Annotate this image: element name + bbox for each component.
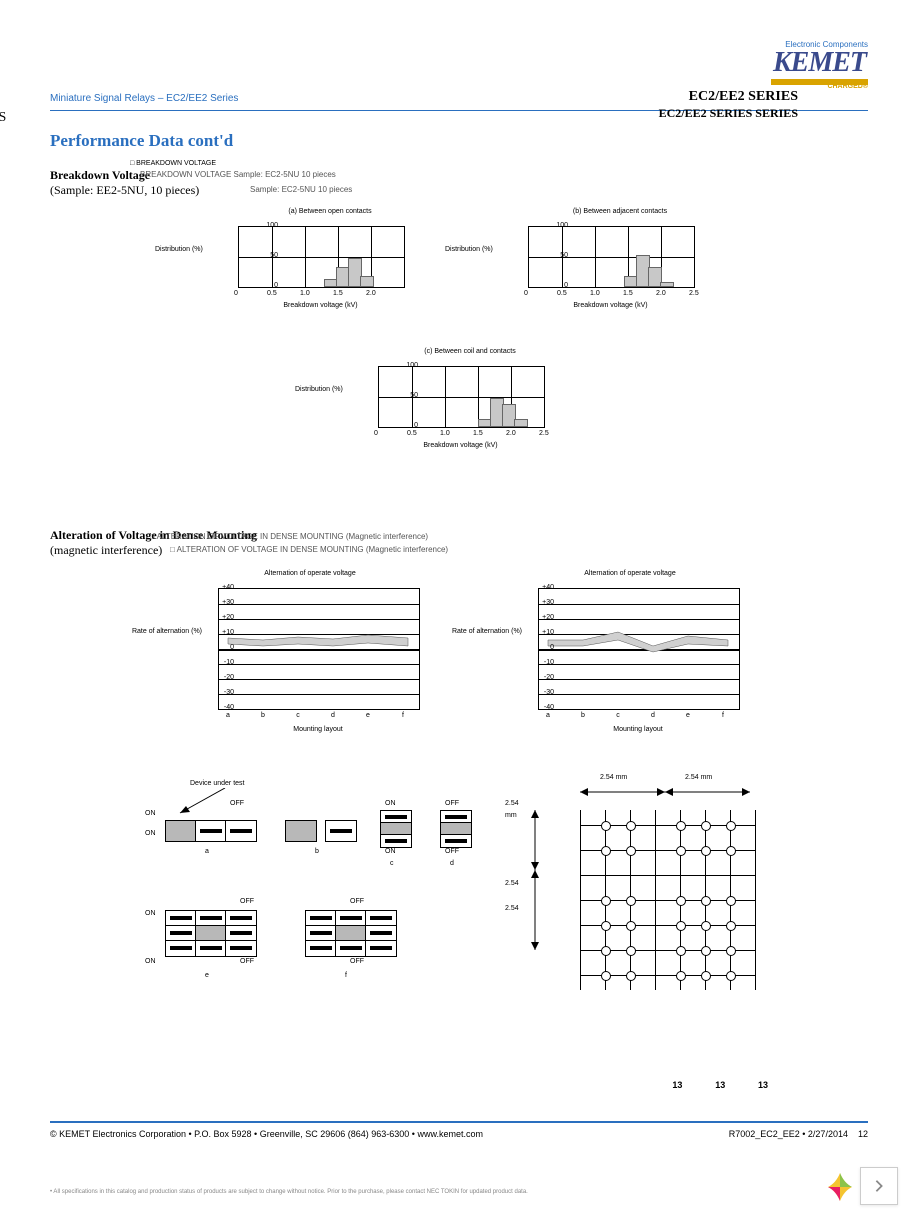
linechart-right-svg	[538, 588, 738, 708]
chart-a-between-open-contacts: (a) Between open contacts Distribution (…	[210, 208, 450, 308]
box-off	[225, 820, 257, 842]
box-on	[195, 820, 227, 842]
page-footer: © KEMET Electronics Corporation • P.O. B…	[50, 1121, 868, 1139]
linecharts-block: Alternation of operate voltage Rate of a…	[50, 570, 868, 770]
kemet-logo: Electronic Components KEMET CHARGED®	[771, 40, 868, 90]
breakdown-voltage-label: Breakdown Voltage	[50, 168, 150, 182]
logo-main-text: KEMET	[771, 47, 868, 85]
magnetic-interference-label: (magnetic interference)	[50, 543, 162, 557]
dim-arrows-v	[525, 800, 545, 960]
next-page-button[interactable]	[860, 1167, 898, 1205]
linechart-left: Alternation of operate voltage Rate of a…	[180, 570, 440, 730]
histogram-block: (a) Between open contacts Distribution (…	[50, 208, 868, 518]
section-title-performance: Performance Data cont'd	[50, 131, 868, 151]
footer-left: © KEMET Electronics Corporation • P.O. B…	[50, 1129, 483, 1139]
sample-text: (Sample: EE2-5NU, 10 pieces)	[50, 183, 199, 197]
series-ghost-text: EC2/EE2 SERIES EC2/EE2 SERIES SERIES	[659, 90, 798, 120]
page-ghost-numbers: 13 13 13	[50, 1080, 868, 1091]
dim-arrows-h	[550, 784, 780, 800]
doc-title: Miniature Signal Relays – EC2/EE2 Series	[50, 93, 238, 104]
dut-label: Device under test	[190, 780, 244, 787]
linechart-right: Alternation of operate voltage Rate of a…	[500, 570, 760, 730]
es-ghost: ES	[0, 110, 6, 126]
sample-ghost: Sample: EC2-5NU 10 pieces	[250, 185, 352, 194]
chart-c-between-coil-and-contacts: (c) Between coil and contacts Distributi…	[350, 348, 590, 448]
breakdown-ghost: BREAKDOWN VOLTAGE Sample: EC2-5NU 10 pie…	[140, 170, 336, 179]
breakdown-bullet: □ BREAKDOWN VOLTAGE	[130, 160, 216, 167]
section-2-header: Alteration of Voltage in Dense Mounting …	[50, 528, 868, 543]
dut-layouts: Device under test ON OFF ON a b ON ON c …	[50, 780, 868, 1080]
footer-right: R7002_EC2_EE2 • 2/27/2014 12	[729, 1129, 868, 1139]
chevron-right-icon	[872, 1179, 886, 1193]
linechart-left-svg	[218, 588, 418, 708]
chart-b-between-adjacent-contacts: (b) Between adjacent contacts Distributi…	[500, 208, 740, 308]
viewer-badge-icon	[822, 1169, 858, 1205]
pcb-grid: 2.54 mm 2.54 mm	[550, 780, 780, 1010]
footnote: • All specifications in this catalog and…	[50, 1189, 868, 1195]
box-gray	[165, 820, 197, 842]
